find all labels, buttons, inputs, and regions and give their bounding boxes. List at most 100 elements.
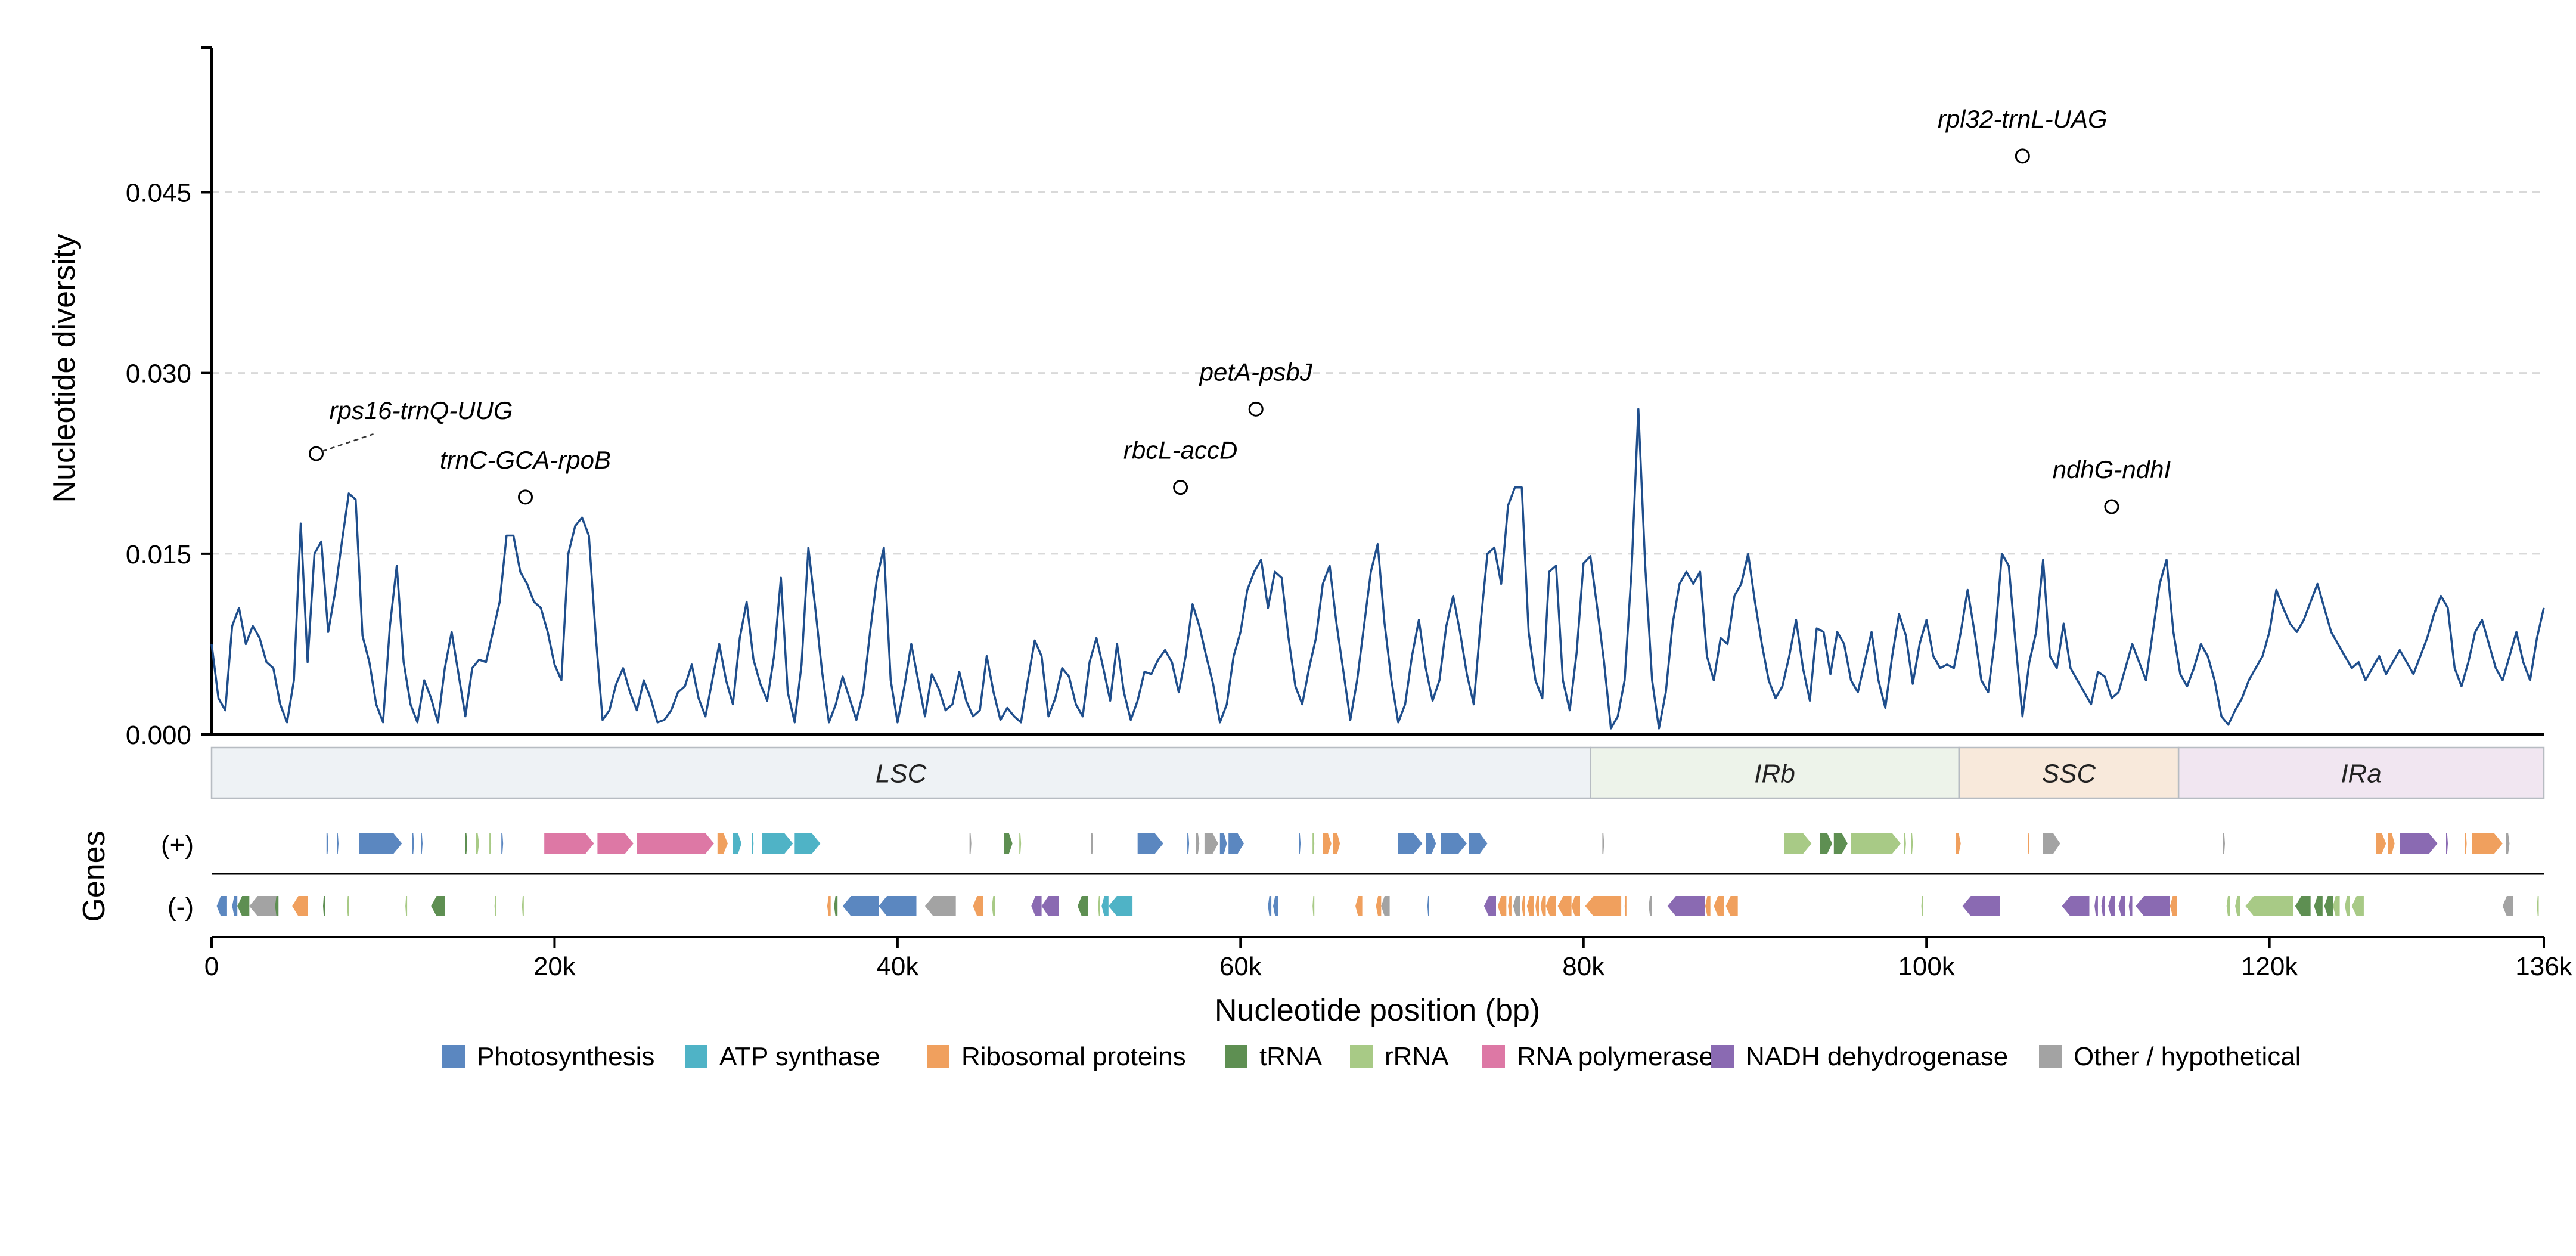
legend-swatch	[1350, 1045, 1373, 1068]
gene-block	[476, 833, 479, 854]
legend-swatch	[1711, 1045, 1734, 1068]
peak-label: rpl32-trnL-UAG	[1938, 105, 2108, 133]
y-tick-label: 0.030	[126, 359, 191, 389]
gene-block	[249, 896, 279, 916]
gene-block	[992, 896, 995, 916]
x-tick-label: 80k	[1562, 952, 1605, 981]
legend-swatch	[1225, 1045, 1247, 1068]
gene-block	[1508, 896, 1512, 916]
legend-label: rRNA	[1385, 1042, 1449, 1071]
gene-block	[412, 833, 414, 854]
gene-block	[1137, 833, 1163, 854]
peak-marker	[1173, 480, 1188, 495]
peak-label: petA-psbJ	[1199, 358, 1313, 386]
gene-block	[2472, 833, 2503, 854]
gene-block	[969, 833, 972, 854]
gene-block	[237, 896, 250, 916]
gene-block	[2465, 833, 2467, 854]
gene-block	[1427, 896, 1429, 916]
gene-block	[1571, 896, 1580, 916]
gene-block	[405, 896, 408, 916]
gene-block	[1219, 833, 1227, 854]
gene-block	[347, 896, 349, 916]
diversity-line	[210, 408, 2545, 730]
gene-block	[1299, 833, 1301, 854]
region-ira	[2177, 746, 2545, 799]
genome-regions: LSC IRb SSC IRa	[210, 746, 2545, 799]
gene-block	[924, 896, 956, 916]
gene-block	[794, 833, 821, 854]
gene-block	[1273, 896, 1278, 916]
y-tick-label: 0.015	[126, 540, 191, 569]
gene-block	[834, 896, 838, 916]
region-ssc	[1958, 746, 2180, 799]
gene-block	[1312, 833, 1315, 854]
gene-block	[1312, 896, 1315, 916]
gene-block	[717, 833, 728, 854]
gene-block	[1441, 833, 1467, 854]
gene-block	[1725, 896, 1738, 916]
peak-label: ndhG-ndhI	[2053, 455, 2171, 483]
peak-label: rbcL-accD	[1123, 436, 1237, 464]
region-label: LSC	[876, 759, 927, 789]
gene-block	[2108, 896, 2115, 916]
gene-block	[2118, 896, 2125, 916]
diversity-series	[210, 408, 2545, 730]
gene-block	[1820, 833, 1832, 854]
gene-block	[2245, 896, 2293, 916]
gridlines	[212, 191, 2544, 555]
gene-block	[2226, 896, 2230, 916]
x-tick-label: 60k	[1219, 952, 1262, 981]
gene-block	[1091, 833, 1093, 854]
legend-swatch	[2039, 1045, 2062, 1068]
gene-block	[323, 896, 325, 916]
gene-block	[1108, 896, 1133, 916]
gene-block	[1268, 896, 1272, 916]
gene-block	[1204, 833, 1218, 854]
gene-block	[842, 896, 879, 916]
gene-block	[1904, 833, 1906, 854]
gene-block	[637, 833, 714, 854]
gene-block	[1187, 833, 1190, 854]
gene-block	[1019, 833, 1022, 854]
gene-block	[973, 896, 983, 916]
gene-block	[1585, 896, 1622, 916]
gene-block	[337, 833, 339, 854]
gene-block	[1228, 833, 1244, 854]
gene-block	[1522, 896, 1525, 916]
legend-swatch	[442, 1045, 465, 1068]
gene-block	[2062, 896, 2090, 916]
peak-marker	[2015, 148, 2030, 164]
gene-block	[1705, 896, 1711, 916]
gene-block	[1602, 833, 1604, 854]
gene-block	[2333, 896, 2340, 916]
gene-block	[292, 896, 308, 916]
gene-block	[431, 896, 445, 916]
legend-swatch	[927, 1045, 949, 1068]
gene-block	[326, 833, 328, 854]
region-label: SSC	[2042, 759, 2097, 789]
axes: 0.000 0.015 0.030 0.045 0 20k 40k 60k 80k 100k 120…	[126, 46, 2573, 981]
gene-block	[1426, 833, 1436, 854]
gene-block	[2223, 833, 2225, 854]
gene-block	[421, 833, 423, 854]
gene-block	[1545, 896, 1556, 916]
gene-block	[359, 833, 402, 854]
legend-label: Photosynthesis	[477, 1042, 654, 1071]
gene-block	[522, 896, 524, 916]
legend-swatch	[685, 1045, 707, 1068]
peak-marker	[1248, 401, 1264, 417]
legend-label: RNA polymerase	[1517, 1042, 1714, 1071]
gene-block	[2314, 896, 2323, 916]
gene-block	[2506, 833, 2510, 854]
gene-block	[1469, 833, 1488, 854]
gene-block	[2136, 896, 2170, 916]
legend-label: ATP synthase	[719, 1042, 880, 1071]
peak-marker	[518, 489, 533, 505]
gene-block	[2345, 896, 2350, 916]
gene-block	[1557, 896, 1572, 916]
gene-block	[1196, 833, 1200, 854]
x-tick-label: 100k	[1898, 952, 1955, 981]
legend-label: NADH dehydrogenase	[1746, 1042, 2008, 1071]
